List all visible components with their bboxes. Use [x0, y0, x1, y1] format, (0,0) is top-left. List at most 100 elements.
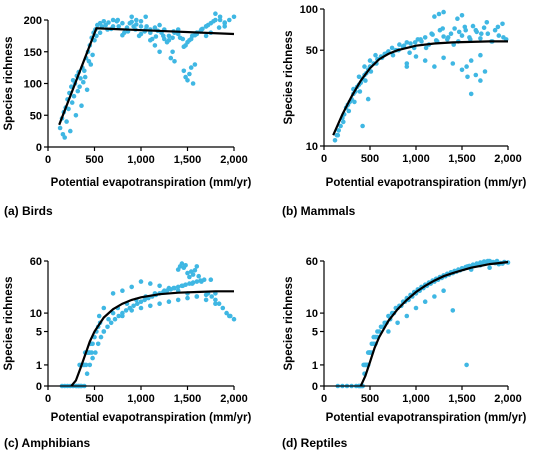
data-point — [365, 96, 371, 102]
data-point — [422, 58, 428, 63]
data-point — [166, 285, 172, 291]
data-point — [177, 35, 183, 41]
data-point — [231, 14, 237, 20]
x-tick-label: 1,500 — [174, 393, 202, 405]
data-point — [465, 74, 470, 80]
data-point — [57, 125, 63, 131]
data-point — [187, 71, 192, 77]
data-point — [90, 341, 95, 347]
data-point — [404, 64, 410, 69]
data-point — [143, 14, 148, 20]
data-point — [82, 68, 87, 74]
data-point — [71, 93, 77, 99]
data-point — [373, 52, 378, 58]
data-point — [129, 308, 134, 313]
data-point — [162, 36, 167, 42]
y-tick-label: 100 — [300, 4, 318, 16]
data-point — [474, 261, 480, 266]
data-point — [369, 341, 375, 347]
data-point — [413, 54, 419, 59]
data-point — [404, 40, 410, 45]
data-point — [94, 33, 99, 39]
data-point — [203, 33, 209, 39]
data-point — [175, 284, 181, 290]
data-point — [120, 20, 125, 26]
x-tick-label: 2,000 — [220, 393, 248, 405]
data-point — [157, 301, 162, 307]
x-tick-label: 0 — [45, 154, 51, 166]
fit-line — [332, 40, 508, 136]
x-axis-title: Potential evapotranspiration (mm/yr) — [51, 177, 252, 189]
data-point — [470, 262, 476, 268]
data-point — [231, 316, 237, 322]
data-point — [373, 334, 378, 340]
x-tick-label: 500 — [361, 153, 379, 165]
data-point — [464, 362, 469, 368]
data-point — [190, 81, 196, 86]
data-point — [138, 19, 144, 24]
data-point — [224, 310, 229, 316]
data-point — [412, 40, 418, 45]
data-point — [452, 26, 457, 31]
y-axis-title: Species richness — [283, 277, 295, 371]
data-point — [144, 24, 149, 29]
data-point — [166, 299, 172, 305]
data-point — [175, 297, 181, 303]
data-point — [114, 19, 120, 24]
y-tick-label: 10 — [30, 308, 42, 320]
data-point — [468, 58, 474, 63]
data-point — [484, 20, 490, 25]
data-point — [378, 324, 384, 330]
data-point — [470, 23, 476, 29]
data-point — [479, 31, 484, 36]
data-point — [501, 35, 506, 40]
data-point — [110, 310, 116, 316]
data-point — [386, 329, 391, 334]
data-point — [481, 25, 487, 31]
data-point — [389, 45, 395, 51]
panel-caption: (b) Mammals — [282, 204, 356, 218]
data-point — [441, 55, 446, 61]
data-point — [413, 305, 419, 311]
data-point — [227, 313, 232, 319]
data-point — [440, 26, 446, 31]
x-tick-label: 1,500 — [448, 153, 476, 165]
data-point — [192, 32, 198, 38]
data-point — [83, 362, 89, 368]
data-point — [492, 27, 498, 33]
data-point — [194, 279, 200, 284]
data-point — [79, 103, 84, 108]
data-point — [478, 52, 483, 58]
data-point — [105, 324, 110, 330]
data-point — [356, 74, 362, 80]
y-axis-title: Species richness — [3, 37, 15, 131]
data-point — [81, 79, 86, 85]
data-point — [211, 19, 216, 24]
data-point — [338, 123, 343, 129]
panel-reptiles: 0 500 1,000 1,500 2,000 0 1 5 10 60 Potential evap… — [282, 256, 526, 450]
data-point — [209, 294, 214, 299]
data-point — [110, 291, 116, 296]
data-point — [222, 24, 227, 29]
data-point — [473, 27, 479, 33]
data-point — [84, 87, 90, 93]
data-point — [432, 294, 437, 299]
data-point — [217, 14, 223, 20]
data-point — [157, 22, 162, 28]
data-point — [208, 277, 214, 283]
data-point — [185, 295, 190, 301]
y-tick-label: 0 — [312, 381, 318, 393]
data-point — [86, 59, 92, 64]
data-point — [448, 31, 454, 36]
data-point — [129, 284, 134, 290]
data-point — [96, 313, 102, 319]
data-point — [116, 313, 121, 319]
data-point — [170, 35, 175, 41]
data-point — [336, 128, 342, 133]
data-point — [203, 24, 209, 29]
data-point — [66, 106, 71, 112]
y-tick-label: 50 — [306, 45, 318, 57]
y-axis-title: Species richness — [283, 31, 295, 125]
data-point — [172, 59, 177, 64]
data-point — [455, 16, 460, 22]
